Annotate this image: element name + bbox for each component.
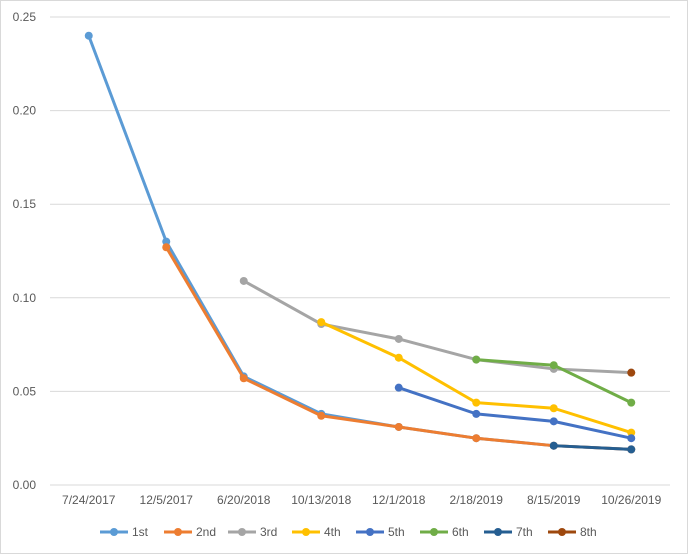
legend: 1st 2nd 3rd 4th 5th 6th 7th 8th — [100, 525, 597, 539]
x-tick-label: 12/5/2017 — [140, 493, 194, 507]
y-tick-label: 0.25 — [13, 10, 37, 24]
x-tick-label: 8/15/2019 — [527, 493, 581, 507]
series-lines — [84, 31, 636, 454]
data-point — [162, 243, 171, 252]
series-1st — [84, 31, 636, 454]
legend-item: 3rd — [228, 525, 277, 539]
series-line — [397, 386, 633, 440]
legend-swatch-marker — [558, 528, 566, 536]
gridlines — [50, 16, 670, 486]
data-point — [627, 368, 636, 377]
x-tick-label: 10/13/2018 — [291, 493, 351, 507]
data-point — [472, 398, 481, 407]
legend-label: 6th — [452, 525, 469, 539]
legend-swatch-marker — [430, 528, 438, 536]
legend-item: 4th — [292, 525, 341, 539]
series-line — [552, 444, 633, 451]
legend-item: 5th — [356, 525, 405, 539]
data-point — [394, 422, 403, 431]
series-4th — [317, 318, 636, 437]
x-tick-label: 10/26/2019 — [601, 493, 661, 507]
legend-item: 8th — [548, 525, 597, 539]
data-point — [162, 237, 171, 246]
data-point — [394, 334, 403, 343]
x-tick-label: 6/20/2018 — [217, 493, 271, 507]
legend-swatch-marker — [110, 528, 118, 536]
y-tick-label: 0.00 — [13, 478, 37, 492]
legend-label: 3rd — [260, 525, 277, 539]
series-5th — [394, 383, 636, 443]
legend-label: 4th — [324, 525, 341, 539]
legend-swatch-marker — [174, 528, 182, 536]
data-point — [472, 434, 481, 443]
legend-label: 2nd — [196, 525, 216, 539]
y-axis-tick-labels: 0.00 0.05 0.10 0.15 0.20 0.25 — [13, 10, 37, 492]
series-3rd — [239, 276, 636, 377]
data-point — [549, 404, 558, 413]
data-point — [627, 445, 636, 454]
data-point — [549, 417, 558, 426]
legend-label: 1st — [132, 525, 149, 539]
data-point — [317, 411, 326, 420]
legend-swatch-marker — [366, 528, 374, 536]
legend-label: 7th — [516, 525, 533, 539]
data-point — [627, 398, 636, 407]
series-8th — [627, 368, 636, 377]
legend-item: 2nd — [164, 525, 216, 539]
series-2nd — [162, 243, 636, 454]
data-point — [627, 434, 636, 443]
y-tick-label: 0.10 — [13, 291, 37, 305]
data-point — [472, 409, 481, 418]
legend-item: 7th — [484, 525, 533, 539]
data-point — [394, 383, 403, 392]
data-point — [239, 374, 248, 383]
x-tick-label: 7/24/2017 — [62, 493, 116, 507]
legend-item: 6th — [420, 525, 469, 539]
legend-item: 1st — [100, 525, 149, 539]
legend-swatch-marker — [238, 528, 246, 536]
legend-swatch-marker — [302, 528, 310, 536]
y-tick-label: 0.05 — [13, 384, 37, 398]
data-point — [317, 318, 326, 327]
series-6th — [472, 355, 636, 407]
data-point — [549, 441, 558, 450]
series-line — [242, 279, 633, 375]
data-point — [549, 361, 558, 370]
legend-swatch-marker — [494, 528, 502, 536]
legend-label: 8th — [580, 525, 597, 539]
data-point — [84, 31, 93, 40]
data-point — [472, 355, 481, 364]
y-tick-label: 0.15 — [13, 197, 37, 211]
legend-label: 5th — [388, 525, 405, 539]
x-tick-label: 12/1/2018 — [372, 493, 426, 507]
data-point — [627, 428, 636, 437]
series-line — [164, 245, 633, 451]
data-point — [394, 353, 403, 362]
y-tick-label: 0.20 — [13, 104, 37, 118]
x-axis-tick-labels: 7/24/2017 12/5/2017 6/20/2018 10/13/2018 12/… — [62, 493, 662, 507]
x-tick-label: 2/18/2019 — [450, 493, 504, 507]
series-7th — [549, 441, 636, 454]
data-point — [239, 276, 248, 285]
